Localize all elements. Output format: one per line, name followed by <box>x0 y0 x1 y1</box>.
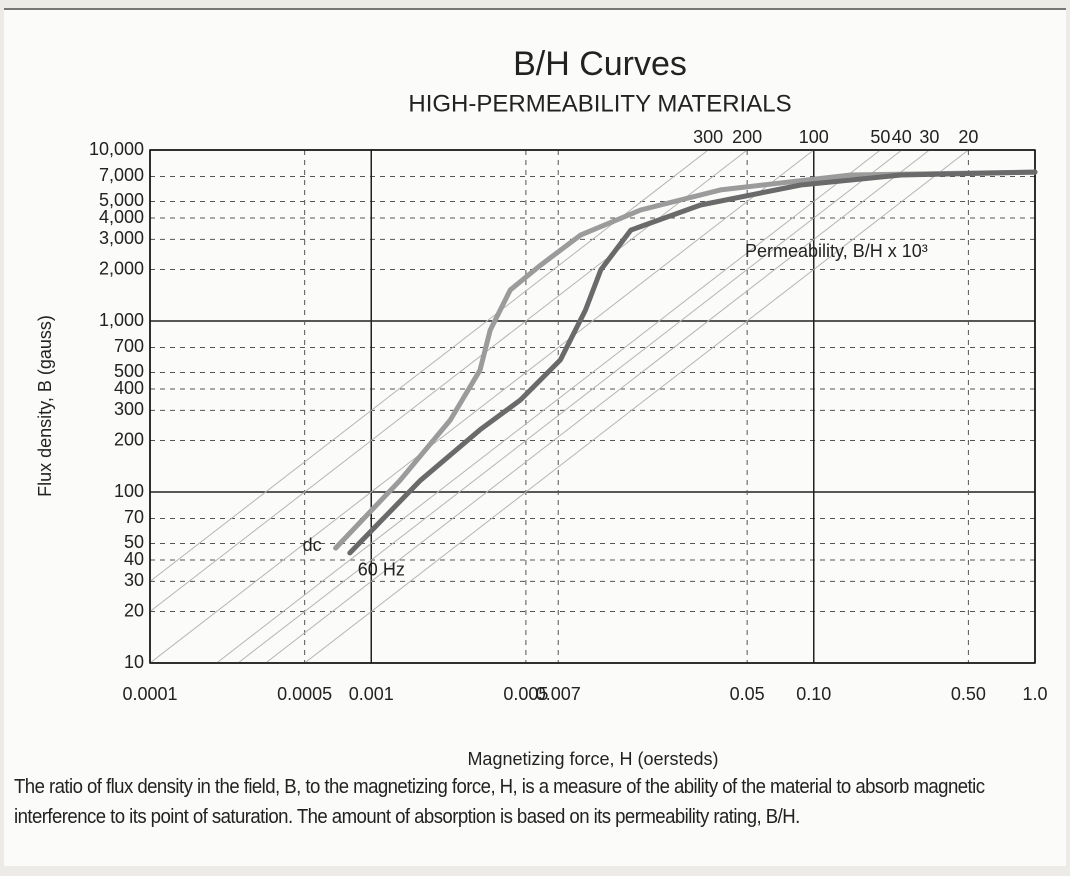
y-tick-label: 10,000 <box>89 139 144 159</box>
series-label: dc <box>303 535 322 555</box>
y-tick-label: 20 <box>124 600 144 620</box>
x-tick-label: 0.005 <box>503 684 548 704</box>
x-tick-label: 0.0005 <box>277 684 332 704</box>
permeability-label: 20 <box>958 127 978 147</box>
permeability-line <box>150 150 710 582</box>
y-tick-label: 3,000 <box>99 228 144 248</box>
plot-border <box>149 149 1036 664</box>
x-tick-label: 0.10 <box>796 684 831 704</box>
x-tick-label: 1.0 <box>1022 684 1047 704</box>
chart-frame <box>4 8 1066 866</box>
y-tick-label: 10 <box>124 652 144 672</box>
y-tick-label: 700 <box>114 336 144 356</box>
y-tick-label: 40 <box>124 549 144 569</box>
y-tick-label: 7,000 <box>99 165 144 185</box>
y-axis-label: Flux density, B (gauss) <box>35 315 55 497</box>
permeability-label: 300 <box>693 127 723 147</box>
y-tick-label: 2,000 <box>99 258 144 278</box>
chart-title: B/H Curves <box>513 45 687 83</box>
x-tick-label: 0.001 <box>349 684 394 704</box>
y-tick-label: 300 <box>114 399 144 419</box>
series-label: 60 Hz <box>358 560 405 580</box>
x-tick-label: 0.50 <box>951 684 986 704</box>
y-tick-label: 70 <box>124 507 144 527</box>
permeability-title: Permeability, B/H x 10³ <box>745 241 928 261</box>
x-tick-label: 0.05 <box>730 684 765 704</box>
permeability-lines <box>150 150 970 663</box>
y-tick-label: 4,000 <box>99 207 144 227</box>
x-axis-label: Magnetizing force, H (oersteds) <box>467 749 718 769</box>
permeability-label: 30 <box>919 127 939 147</box>
x-tick-label: 0.007 <box>536 684 581 704</box>
permeability-line <box>237 150 903 663</box>
y-tick-label: 5,000 <box>99 190 144 210</box>
chart-subtitle: HIGH-PERMEABILITY MATERIALS <box>408 90 791 117</box>
y-tick-label: 1,000 <box>99 310 144 330</box>
y-tick-label: 50 <box>124 532 144 552</box>
permeability-label: 40 <box>892 127 912 147</box>
permeability-line <box>150 150 815 663</box>
permeability-line <box>215 150 882 663</box>
permeability-label: 200 <box>732 127 762 147</box>
permeability-line <box>303 150 970 663</box>
y-tick-label: 500 <box>114 361 144 381</box>
x-tick-label: 0.0001 <box>122 684 177 704</box>
permeability-label: 100 <box>799 127 829 147</box>
y-tick-label: 30 <box>124 570 144 590</box>
y-tick-label: 200 <box>114 429 144 449</box>
permeability-line <box>150 150 748 612</box>
curve <box>347 169 1038 556</box>
grid <box>149 149 1036 664</box>
y-tick-label: 100 <box>114 481 144 501</box>
permeability-label: 50 <box>870 127 890 147</box>
permeability-line <box>264 150 931 663</box>
caption: The ratio of flux density in the field, … <box>14 776 985 828</box>
curve <box>333 169 1038 551</box>
y-tick-label: 400 <box>114 378 144 398</box>
